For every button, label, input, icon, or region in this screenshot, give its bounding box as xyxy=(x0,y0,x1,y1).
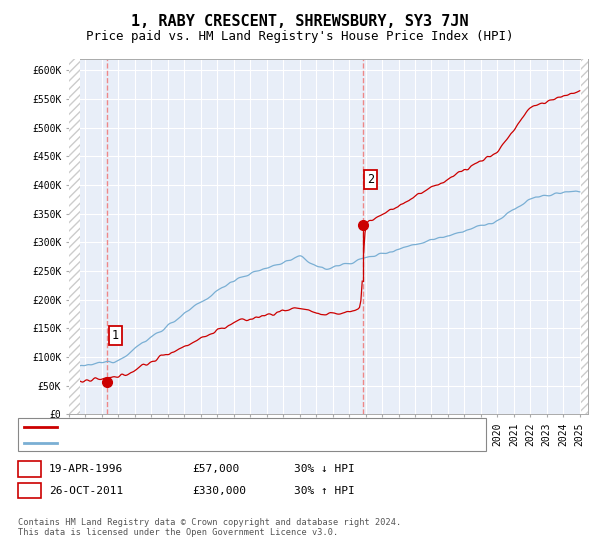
Text: 26-OCT-2011: 26-OCT-2011 xyxy=(49,486,124,496)
Text: Contains HM Land Registry data © Crown copyright and database right 2024.
This d: Contains HM Land Registry data © Crown c… xyxy=(18,518,401,538)
Text: Price paid vs. HM Land Registry's House Price Index (HPI): Price paid vs. HM Land Registry's House … xyxy=(86,30,514,43)
Text: 1: 1 xyxy=(112,329,119,342)
Text: 1: 1 xyxy=(26,464,33,474)
Text: 30% ↓ HPI: 30% ↓ HPI xyxy=(294,464,355,474)
Text: 1, RABY CRESCENT, SHREWSBURY, SY3 7JN (detached house): 1, RABY CRESCENT, SHREWSBURY, SY3 7JN (d… xyxy=(63,422,380,432)
Text: £57,000: £57,000 xyxy=(192,464,239,474)
Text: 2: 2 xyxy=(26,486,33,496)
Text: HPI: Average price, detached house, Shropshire: HPI: Average price, detached house, Shro… xyxy=(63,438,333,447)
Text: 30% ↑ HPI: 30% ↑ HPI xyxy=(294,486,355,496)
Text: 19-APR-1996: 19-APR-1996 xyxy=(49,464,124,474)
Text: £330,000: £330,000 xyxy=(192,486,246,496)
Text: 2: 2 xyxy=(367,172,374,186)
Text: 1, RABY CRESCENT, SHREWSBURY, SY3 7JN: 1, RABY CRESCENT, SHREWSBURY, SY3 7JN xyxy=(131,14,469,29)
